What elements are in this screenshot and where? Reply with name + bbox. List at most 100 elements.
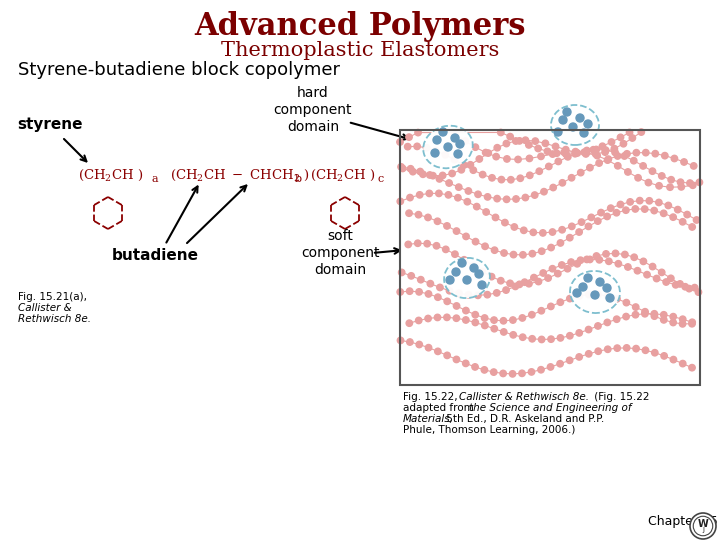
Circle shape (540, 230, 546, 236)
Circle shape (678, 179, 684, 185)
Circle shape (651, 310, 657, 317)
Circle shape (690, 182, 696, 188)
Text: Rethwisch 8e.: Rethwisch 8e. (18, 314, 91, 324)
Circle shape (482, 150, 489, 156)
Circle shape (557, 299, 564, 306)
Circle shape (415, 240, 421, 246)
Circle shape (625, 169, 631, 175)
Circle shape (532, 138, 539, 144)
Circle shape (427, 280, 433, 287)
Circle shape (576, 114, 584, 122)
Circle shape (474, 292, 481, 299)
Circle shape (405, 241, 411, 248)
Circle shape (485, 150, 492, 156)
Circle shape (656, 183, 662, 189)
Circle shape (598, 210, 604, 216)
Circle shape (463, 317, 469, 323)
Circle shape (405, 144, 411, 150)
Circle shape (526, 141, 532, 148)
Circle shape (608, 205, 614, 211)
Circle shape (472, 144, 479, 150)
Circle shape (467, 161, 474, 168)
Circle shape (567, 333, 573, 339)
Circle shape (454, 228, 459, 234)
Circle shape (640, 258, 647, 265)
Circle shape (568, 259, 575, 265)
Circle shape (583, 150, 590, 156)
Circle shape (629, 135, 636, 141)
Circle shape (508, 177, 514, 183)
Circle shape (689, 364, 696, 371)
Circle shape (649, 264, 656, 270)
Circle shape (397, 139, 403, 145)
Circle shape (577, 257, 584, 264)
Circle shape (451, 134, 459, 142)
Circle shape (562, 146, 569, 153)
Text: (Fig. 15.22: (Fig. 15.22 (591, 392, 649, 402)
Circle shape (595, 323, 601, 329)
Bar (400, 130, 700, 385)
Circle shape (663, 279, 670, 285)
Circle shape (549, 229, 556, 235)
Circle shape (458, 167, 464, 173)
Circle shape (642, 150, 649, 156)
Circle shape (613, 295, 620, 302)
Circle shape (667, 275, 674, 281)
Circle shape (652, 349, 658, 356)
Circle shape (417, 168, 423, 175)
Circle shape (463, 307, 469, 314)
Circle shape (654, 275, 660, 282)
Circle shape (433, 242, 440, 249)
Circle shape (476, 156, 482, 162)
Circle shape (423, 145, 430, 151)
Circle shape (561, 149, 567, 156)
Circle shape (693, 217, 700, 223)
Circle shape (680, 316, 686, 322)
Circle shape (615, 163, 621, 169)
Circle shape (671, 156, 678, 161)
Circle shape (456, 140, 464, 148)
Circle shape (519, 315, 526, 321)
Text: $\mathregular{(CH_2CH\ )}$: $\mathregular{(CH_2CH\ )}$ (310, 167, 375, 183)
Circle shape (696, 179, 703, 186)
Circle shape (656, 199, 662, 206)
Circle shape (660, 210, 667, 217)
Circle shape (424, 240, 431, 247)
Circle shape (585, 223, 592, 230)
Circle shape (498, 129, 504, 136)
Circle shape (425, 315, 431, 322)
Circle shape (449, 170, 455, 177)
Circle shape (649, 168, 656, 174)
Text: Fig. 15.21(a),: Fig. 15.21(a), (18, 292, 90, 302)
Circle shape (456, 290, 462, 296)
Circle shape (482, 243, 488, 249)
Circle shape (668, 177, 675, 183)
Circle shape (482, 315, 488, 321)
Circle shape (502, 219, 508, 226)
Circle shape (567, 357, 573, 363)
Circle shape (481, 367, 487, 373)
Circle shape (624, 151, 630, 157)
Circle shape (431, 149, 439, 157)
Circle shape (634, 267, 641, 274)
Circle shape (528, 312, 535, 318)
Circle shape (587, 256, 593, 262)
Circle shape (536, 168, 542, 174)
Circle shape (584, 120, 592, 128)
Circle shape (662, 152, 668, 159)
Circle shape (407, 194, 413, 201)
Circle shape (483, 209, 490, 215)
Circle shape (604, 213, 611, 220)
Circle shape (526, 281, 532, 287)
Circle shape (529, 251, 536, 257)
Circle shape (540, 270, 546, 276)
Circle shape (576, 229, 582, 235)
Circle shape (612, 149, 618, 156)
Circle shape (548, 303, 554, 309)
Text: $\mathregular{(CH_2CH\ -\ CHCH_2\ )}$: $\mathregular{(CH_2CH\ -\ CHCH_2\ )}$ (170, 167, 310, 183)
Circle shape (614, 153, 621, 159)
Circle shape (539, 336, 545, 343)
Circle shape (580, 129, 588, 137)
Circle shape (587, 165, 593, 171)
Ellipse shape (570, 271, 620, 313)
